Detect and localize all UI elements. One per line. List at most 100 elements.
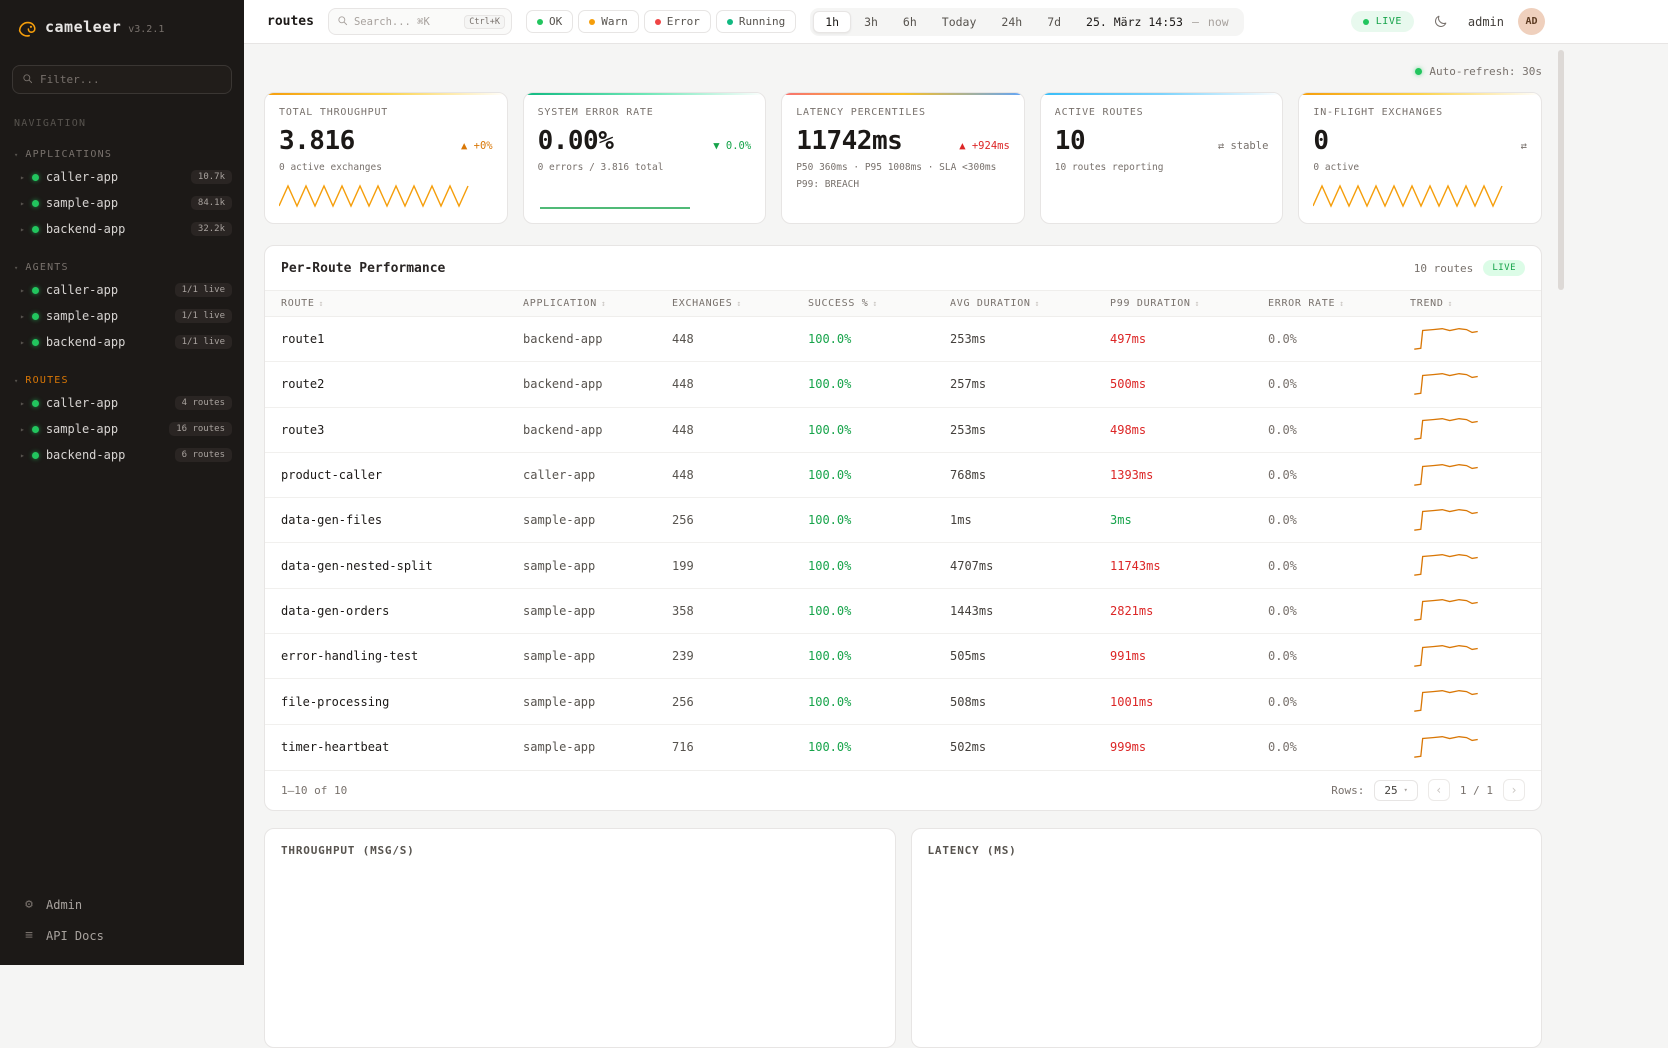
table-row-route1[interactable]: route1 backend-app 448 100.0% 253ms 497ms 0.0%: [265, 317, 1541, 363]
sidebar-item-routes-sample-app[interactable]: ▸ sample-app 16 routes: [0, 416, 244, 442]
avatar[interactable]: AD: [1518, 8, 1545, 35]
filter-chip-ok[interactable]: OK: [525, 10, 574, 33]
cell-application: backend-app: [523, 422, 603, 437]
table-row-data-gen-files[interactable]: data-gen-files sample-app 256 100.0% 1ms 3ms 0…: [265, 498, 1541, 544]
column-header-error-rate[interactable]: ERROR RATE ↕: [1268, 298, 1410, 309]
cell-success: 100.0%: [808, 694, 852, 709]
date-range[interactable]: 25. März 14:53 — now: [1074, 15, 1241, 29]
time-range-24h[interactable]: 24h: [1001, 14, 1023, 29]
rows-per-page-select[interactable]: 25 ▾: [1374, 779, 1418, 801]
api-docs-link[interactable]: ≡ API Docs: [0, 920, 244, 951]
column-header-application[interactable]: APPLICATION ↕: [523, 298, 672, 309]
filter-chip-error[interactable]: Error: [643, 10, 711, 33]
table-row-route3[interactable]: route3 backend-app 448 100.0% 253ms 498ms 0.0%: [265, 408, 1541, 453]
caret-down-icon: ▾: [14, 263, 20, 272]
sort-icon: ↕: [600, 299, 607, 308]
sort-icon: ↕: [1034, 299, 1041, 308]
caret-down-icon: ▾: [14, 150, 20, 159]
table-row-data-gen-orders[interactable]: data-gen-orders sample-app 358 100.0% 1443ms…: [265, 589, 1541, 635]
cell-route: route2: [281, 377, 325, 392]
prev-page-button[interactable]: ‹: [1427, 779, 1450, 802]
column-header-avg-duration[interactable]: AVG DURATION ↕: [950, 298, 1110, 309]
stat-cards: TOTAL THROUGHPUT 3.816 ▲ +0% 0 active excha…: [264, 92, 1542, 224]
stat-label: SYSTEM ERROR RATE: [537, 107, 654, 118]
table-row-file-processing[interactable]: file-processing sample-app 256 100.0% 508ms 1…: [265, 679, 1541, 725]
trend-sparkline: [1414, 463, 1478, 486]
cell-avg-duration: 253ms: [950, 332, 987, 347]
filter-input[interactable]: [40, 73, 222, 86]
next-page-button[interactable]: ›: [1503, 779, 1525, 802]
column-header-exchanges[interactable]: EXCHANGES ↕: [672, 298, 808, 309]
sidebar-item-applications-backend-app[interactable]: ▸ backend-app 32.2k: [0, 216, 244, 242]
card-accent-bar: [523, 93, 766, 95]
live-dot-icon: [1362, 18, 1369, 25]
status-dot-icon: [31, 312, 39, 320]
table-row-data-gen-nested-split[interactable]: data-gen-nested-split sample-app 199 100.0%…: [265, 543, 1541, 589]
trend-sparkline: [1414, 644, 1478, 667]
search-icon: [22, 73, 33, 87]
cell-trend: [1410, 595, 1525, 626]
sidebar-item-routes-caller-app[interactable]: ▸ caller-app 4 routes: [0, 390, 244, 416]
section-header-agents[interactable]: ▾ AGENTS: [0, 258, 244, 277]
status-dot-icon: [31, 425, 39, 433]
sidebar-item-agents-caller-app[interactable]: ▸ caller-app 1/1 live: [0, 277, 244, 303]
time-range-6h[interactable]: 6h: [902, 14, 917, 29]
filter-chip-warn[interactable]: Warn: [578, 10, 639, 33]
time-range-1h[interactable]: 1h: [813, 10, 852, 33]
table-row-product-caller[interactable]: product-caller caller-app 448 100.0% 768ms 13…: [265, 453, 1541, 499]
admin-link[interactable]: ⚙ Admin: [0, 889, 244, 920]
column-header-route[interactable]: ROUTE ↕: [281, 298, 523, 309]
chevron-right-icon: ▸: [20, 398, 25, 408]
app-version: v3.2.1: [128, 24, 165, 35]
time-range-7d[interactable]: 7d: [1047, 14, 1062, 29]
scrollbar-thumb[interactable]: [1558, 50, 1564, 290]
column-header-p99-duration[interactable]: P99 DURATION ↕: [1110, 298, 1268, 309]
sparkline-chart: [539, 207, 690, 209]
table-row-timer-heartbeat[interactable]: timer-heartbeat sample-app 716 100.0% 502ms 9…: [265, 725, 1541, 770]
time-range-control: 1h 3h 6h Today 24h 7d 25. März 14:53 — now: [810, 7, 1244, 36]
item-badge: 10.7k: [190, 170, 232, 184]
user-menu[interactable]: admin: [1467, 14, 1504, 29]
status-dot-icon: [31, 399, 39, 407]
sort-icon: ↕: [318, 299, 325, 308]
date-start: 25. März 14:53: [1086, 14, 1183, 29]
column-header-trend[interactable]: TREND ↕: [1410, 298, 1525, 309]
trend-sparkline: [1414, 372, 1478, 395]
table-row-route2[interactable]: route2 backend-app 448 100.0% 257ms 500ms 0.0%: [265, 362, 1541, 408]
column-label: TREND: [1410, 298, 1444, 309]
date-end: now: [1207, 14, 1229, 29]
sidebar-item-applications-caller-app[interactable]: ▸ caller-app 10.7k: [0, 164, 244, 190]
section-header-routes[interactable]: ▾ ROUTES: [0, 371, 244, 390]
cell-p99-duration: 1393ms: [1110, 468, 1154, 483]
sort-icon: ↕: [736, 299, 743, 308]
time-range-today[interactable]: Today: [941, 14, 977, 29]
admin-label: Admin: [46, 897, 83, 912]
throughput-chart-card: THROUGHPUT (MSG/S): [264, 827, 896, 1048]
column-header-success[interactable]: SUCCESS % ↕: [808, 298, 950, 309]
live-toggle[interactable]: LIVE: [1350, 11, 1414, 32]
sidebar-item-applications-sample-app[interactable]: ▸ sample-app 84.1k: [0, 190, 244, 216]
latency-chart-card: LATENCY (MS): [910, 827, 1542, 1048]
item-label: backend-app: [45, 222, 126, 236]
search-input[interactable]: [353, 15, 459, 28]
cell-avg-duration: 1443ms: [950, 603, 994, 618]
time-range-3h[interactable]: 3h: [864, 14, 878, 29]
cell-p99-duration: 991ms: [1110, 649, 1147, 664]
cell-success: 100.0%: [808, 603, 852, 618]
filter-chip-running[interactable]: Running: [715, 10, 797, 33]
chip-label: Warn: [601, 15, 628, 28]
live-label: LIVE: [1375, 16, 1402, 27]
section-header-applications[interactable]: ▾ APPLICATIONS: [0, 145, 244, 164]
cell-avg-duration: 253ms: [950, 422, 987, 437]
sidebar-item-agents-backend-app[interactable]: ▸ backend-app 1/1 live: [0, 329, 244, 355]
result-range: 1–10 of 10: [281, 783, 348, 797]
stat-card-active-routes: ACTIVE ROUTES 10 ⇄ stable 10 routes reporti…: [1039, 92, 1284, 224]
dark-mode-toggle[interactable]: [1428, 9, 1454, 35]
sidebar-item-routes-backend-app[interactable]: ▸ backend-app 6 routes: [0, 442, 244, 468]
chevron-right-icon: ▸: [20, 450, 25, 460]
item-badge: 16 routes: [169, 422, 232, 436]
sidebar-item-agents-sample-app[interactable]: ▸ sample-app 1/1 live: [0, 303, 244, 329]
stat-label: IN-FLIGHT EXCHANGES: [1313, 107, 1443, 118]
table-row-error-handling-test[interactable]: error-handling-test sample-app 239 100.0% 50…: [265, 634, 1541, 680]
app-logo[interactable]: cameleer v3.2.1: [0, 0, 244, 53]
